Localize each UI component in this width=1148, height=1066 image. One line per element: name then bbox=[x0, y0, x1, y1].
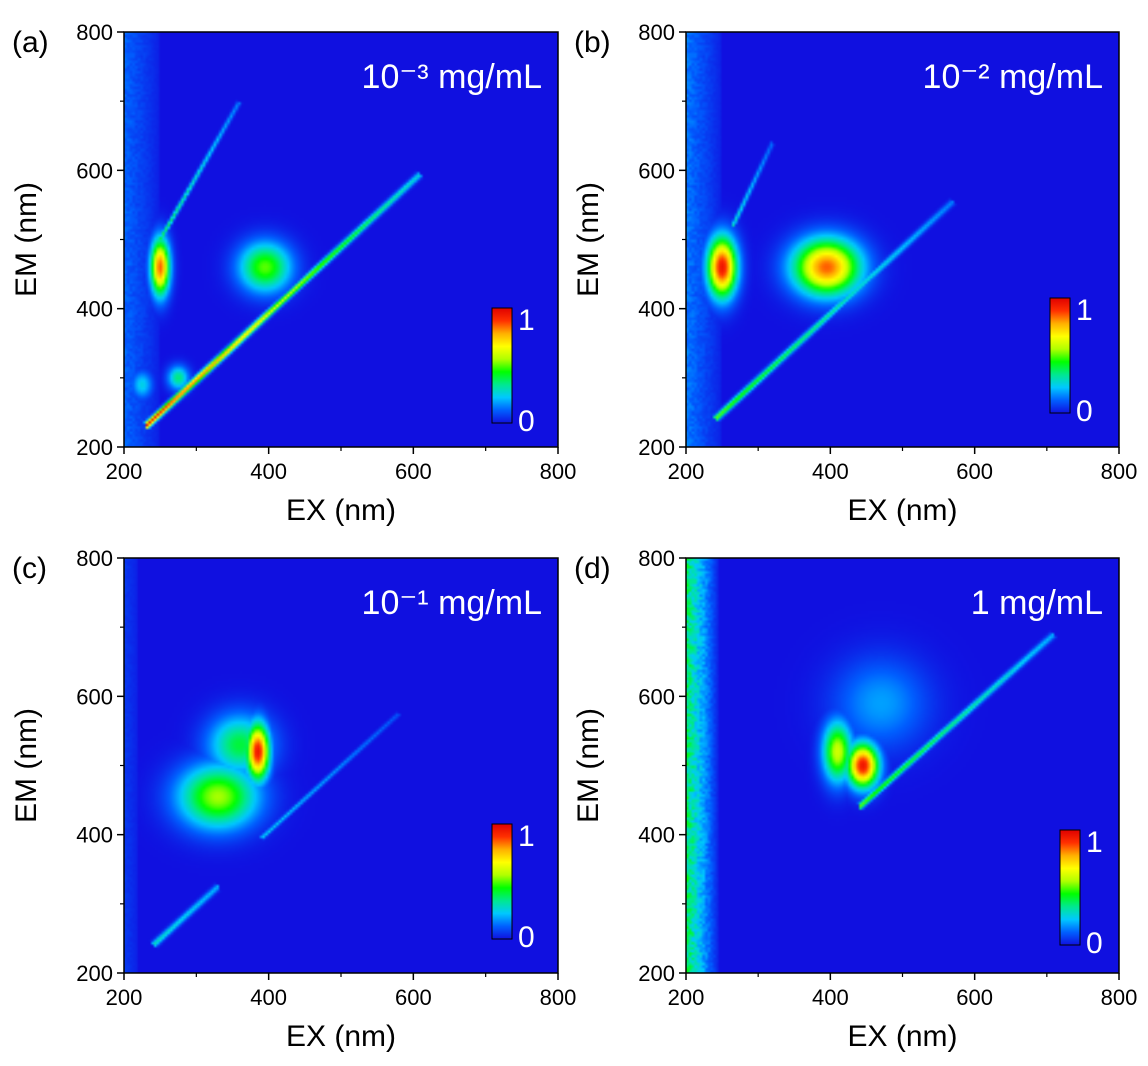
y-tick-label: 800 bbox=[638, 20, 675, 45]
x-tick-label: 600 bbox=[395, 459, 432, 484]
colorbar bbox=[491, 823, 513, 940]
x-axis-title: EX (nm) bbox=[847, 494, 957, 527]
panel-a: 200 400 600 800 200 400 600 800 EX (nm) EM (nm) (a… bbox=[10, 20, 576, 527]
heatmap-image bbox=[124, 558, 558, 973]
x-tick-label: 200 bbox=[668, 985, 705, 1010]
y-tick-label: 200 bbox=[76, 435, 113, 460]
x-tick-label: 800 bbox=[540, 985, 577, 1010]
x-tick-label: 200 bbox=[106, 459, 143, 484]
x-tick-label: 800 bbox=[1101, 985, 1138, 1010]
panel-d: 200 400 600 800 200 400 600 800 EX (nm) EM (nm) (d… bbox=[572, 546, 1137, 1053]
x-tick-label: 800 bbox=[540, 459, 577, 484]
panel-b: 200 400 600 800 200 400 600 800 EX (nm) EM (nm) (b… bbox=[572, 20, 1137, 527]
y-tick-label: 200 bbox=[638, 435, 675, 460]
x-tick-label: 200 bbox=[668, 459, 705, 484]
y-axis-title: EM (nm) bbox=[10, 182, 43, 297]
x-tick-label: 400 bbox=[250, 459, 287, 484]
colorbar-min-label: 0 bbox=[1086, 927, 1103, 960]
colorbar-min-label: 0 bbox=[1076, 395, 1093, 428]
x-tick-label: 200 bbox=[106, 985, 143, 1010]
x-tick-label: 600 bbox=[956, 985, 993, 1010]
colorbar-max-label: 1 bbox=[518, 304, 535, 337]
x-tick-label: 400 bbox=[812, 459, 849, 484]
concentration-label: 10⁻³ mg/mL bbox=[362, 58, 542, 96]
y-tick-label: 400 bbox=[638, 297, 675, 322]
x-tick-label: 400 bbox=[812, 985, 849, 1010]
y-tick-label: 400 bbox=[76, 823, 113, 848]
panel-label: (d) bbox=[574, 552, 611, 585]
panel-label: (c) bbox=[12, 552, 47, 585]
y-tick-label: 800 bbox=[638, 546, 675, 571]
colorbar-min-label: 0 bbox=[518, 405, 535, 438]
colorbar bbox=[1059, 829, 1081, 946]
y-tick-label: 800 bbox=[76, 546, 113, 571]
y-tick-label: 400 bbox=[638, 823, 675, 848]
heatmap-image bbox=[686, 558, 1119, 973]
y-axis-title: EM (nm) bbox=[572, 708, 605, 823]
y-axis-title: EM (nm) bbox=[572, 182, 605, 297]
colorbar-max-label: 1 bbox=[518, 820, 535, 853]
y-tick-label: 200 bbox=[76, 961, 113, 986]
panel-c: 200 400 600 800 200 400 600 800 EX (nm) EM (nm) (c… bbox=[10, 546, 576, 1053]
y-tick-label: 600 bbox=[638, 158, 675, 183]
y-tick-label: 800 bbox=[76, 20, 113, 45]
y-tick-label: 600 bbox=[76, 158, 113, 183]
x-tick-label: 600 bbox=[956, 459, 993, 484]
colorbar-max-label: 1 bbox=[1076, 294, 1093, 327]
x-tick-label: 600 bbox=[395, 985, 432, 1010]
colorbar bbox=[491, 307, 513, 424]
heatmap-image bbox=[686, 32, 1119, 447]
colorbar-max-label: 1 bbox=[1086, 826, 1103, 859]
x-tick-label: 800 bbox=[1101, 459, 1138, 484]
colorbar-min-label: 0 bbox=[518, 921, 535, 954]
y-tick-label: 400 bbox=[76, 297, 113, 322]
colorbar bbox=[1049, 297, 1071, 414]
y-axis-title: EM (nm) bbox=[10, 708, 43, 823]
x-axis-title: EX (nm) bbox=[847, 1020, 957, 1053]
panel-label: (b) bbox=[574, 26, 611, 59]
x-tick-label: 400 bbox=[250, 985, 287, 1010]
y-tick-label: 200 bbox=[638, 961, 675, 986]
y-tick-label: 600 bbox=[638, 684, 675, 709]
x-axis-title: EX (nm) bbox=[286, 1020, 396, 1053]
y-tick-label: 600 bbox=[76, 684, 113, 709]
x-axis-title: EX (nm) bbox=[286, 494, 396, 527]
concentration-label: 10⁻² mg/mL bbox=[923, 58, 1103, 96]
concentration-label: 10⁻¹ mg/mL bbox=[362, 584, 542, 622]
panel-label: (a) bbox=[12, 26, 49, 59]
concentration-label: 1 mg/mL bbox=[971, 584, 1103, 622]
heatmap-image bbox=[124, 32, 558, 447]
